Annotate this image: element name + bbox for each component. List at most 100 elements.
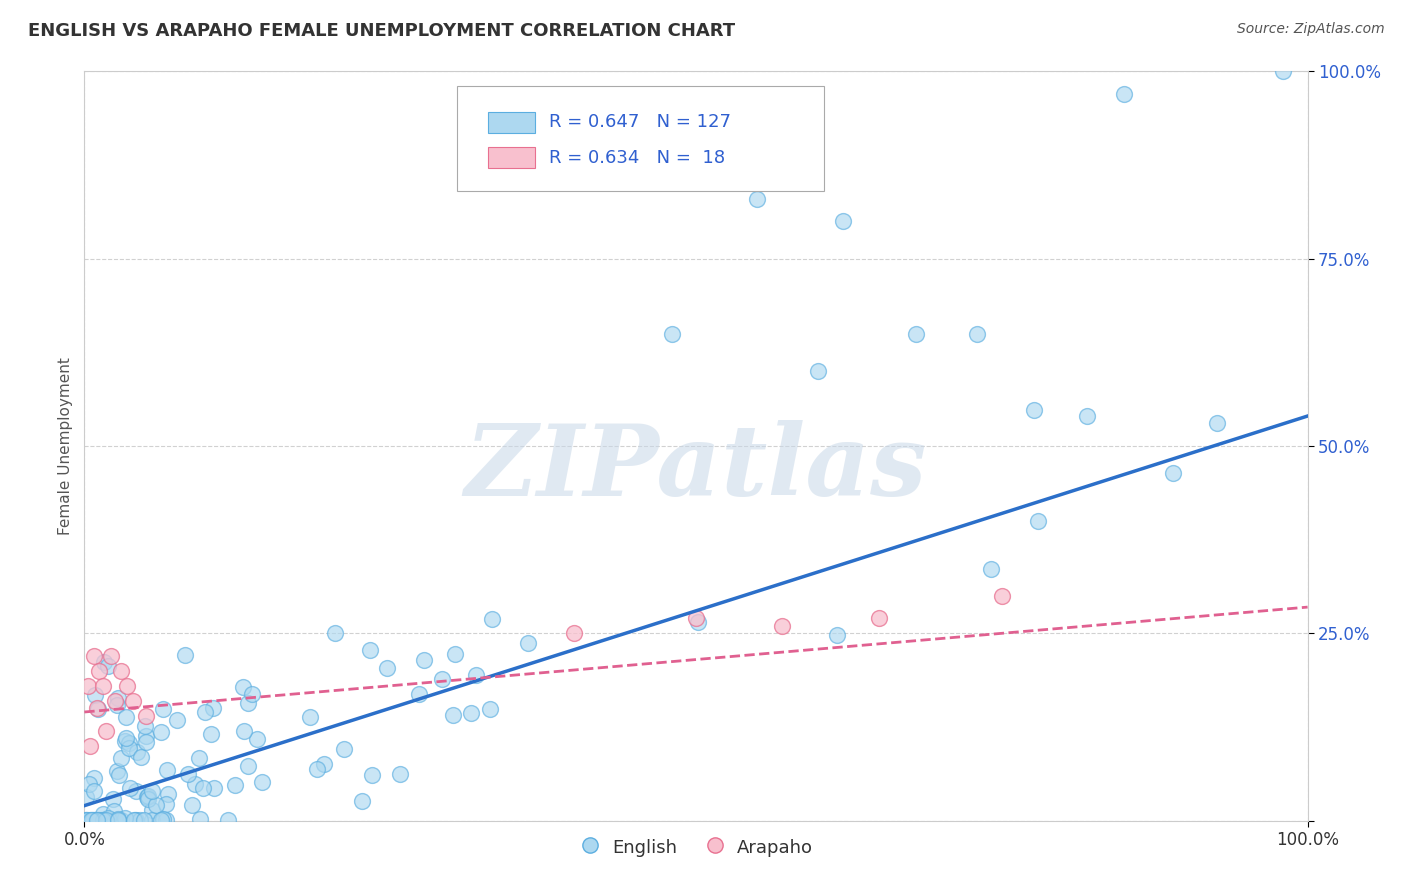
Point	[96, 811, 118, 825]
Point	[96, 723, 118, 738]
Point	[83, 771, 105, 785]
Point	[1028, 514, 1050, 528]
Point	[77, 679, 100, 693]
Point	[224, 778, 246, 792]
Point	[312, 756, 335, 771]
Point	[194, 705, 217, 719]
Point	[141, 784, 163, 798]
Point	[135, 729, 157, 743]
Point	[562, 626, 585, 640]
Point	[83, 813, 105, 827]
Point	[202, 700, 225, 714]
Point	[83, 648, 105, 663]
Point	[250, 775, 273, 789]
Point	[84, 813, 107, 827]
Point	[107, 690, 129, 705]
Point	[103, 804, 125, 818]
Point	[82, 813, 104, 827]
Point	[115, 731, 138, 745]
Point	[136, 790, 159, 805]
Point	[75, 789, 97, 804]
Text: ZIPatlas: ZIPatlas	[465, 420, 927, 516]
Point	[183, 777, 205, 791]
Point	[869, 611, 891, 625]
Point	[86, 813, 108, 827]
Point	[187, 751, 209, 765]
Point	[107, 768, 129, 782]
Point	[825, 628, 848, 642]
Point	[107, 813, 129, 827]
Point	[100, 648, 122, 663]
Point	[110, 751, 132, 765]
Point	[408, 687, 430, 701]
Point	[87, 664, 110, 678]
Point	[79, 777, 101, 791]
Point	[87, 813, 110, 827]
Point	[122, 813, 145, 827]
Point	[149, 725, 172, 739]
Point	[233, 723, 256, 738]
Point	[152, 702, 174, 716]
Point	[129, 750, 152, 764]
Point	[481, 612, 503, 626]
Text: Source: ZipAtlas.com: Source: ZipAtlas.com	[1237, 22, 1385, 37]
Point	[86, 813, 108, 827]
Point	[87, 702, 110, 716]
Point	[114, 734, 136, 748]
Point	[115, 679, 138, 693]
Point	[443, 647, 465, 661]
Point	[246, 731, 269, 746]
Point	[86, 701, 108, 715]
Text: R = 0.634   N =  18: R = 0.634 N = 18	[550, 149, 725, 167]
Point	[150, 813, 173, 827]
Point	[125, 784, 148, 798]
Point	[1024, 402, 1046, 417]
Point	[104, 694, 127, 708]
Point	[125, 813, 148, 827]
Point	[1076, 409, 1098, 423]
Point	[104, 813, 127, 827]
Point	[1161, 467, 1184, 481]
Point	[1272, 64, 1295, 78]
Point	[360, 768, 382, 782]
Y-axis label: Female Unemployment: Female Unemployment	[58, 357, 73, 535]
Point	[202, 781, 225, 796]
Point	[240, 687, 263, 701]
Point	[75, 813, 97, 827]
Point	[236, 759, 259, 773]
Point	[1114, 87, 1136, 101]
Point	[807, 364, 830, 378]
Point	[174, 648, 197, 663]
Point	[118, 740, 141, 755]
Point	[516, 636, 538, 650]
Bar	[488, 147, 534, 168]
Point	[141, 813, 163, 827]
Point	[152, 812, 174, 826]
Point	[323, 626, 346, 640]
Point	[110, 664, 132, 678]
Point	[966, 326, 988, 341]
Point	[232, 680, 254, 694]
Point	[156, 787, 179, 801]
Point	[166, 713, 188, 727]
Point	[177, 767, 200, 781]
Point	[413, 653, 436, 667]
Point	[359, 642, 381, 657]
Legend: English, Arapaho: English, Arapaho	[572, 830, 820, 864]
Point	[388, 766, 411, 780]
Point	[350, 794, 373, 808]
Point	[299, 710, 322, 724]
Point	[980, 561, 1002, 575]
Point	[686, 615, 709, 630]
Text: R = 0.647   N = 127: R = 0.647 N = 127	[550, 113, 731, 131]
Point	[114, 811, 136, 825]
Point	[145, 797, 167, 812]
Point	[107, 812, 129, 826]
Point	[200, 727, 222, 741]
Point	[75, 813, 97, 827]
Point	[685, 611, 707, 625]
Point	[191, 780, 214, 795]
Point	[465, 668, 488, 682]
Point	[188, 812, 211, 826]
Point	[155, 797, 177, 811]
